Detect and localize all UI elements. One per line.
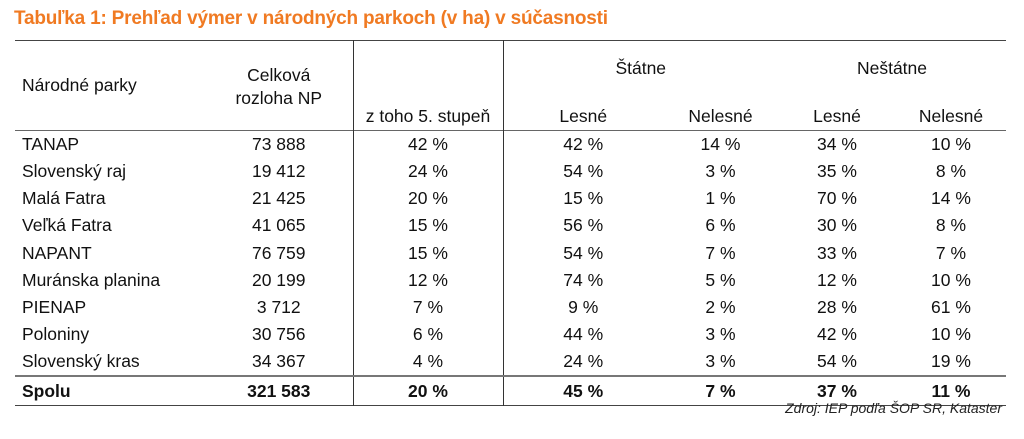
total-area: 321 583 <box>205 376 354 406</box>
nonstate-forest: 42 % <box>817 324 857 345</box>
source-note: Zdroj: IEP podľa ŠOP SR, Kataster <box>785 400 1002 416</box>
table-row: Slovenský raj 19 412 24 % 54 % 3 % 35 % 8 % <box>15 158 1006 186</box>
park-name: TANAP <box>22 134 80 154</box>
park-name: PIENAP <box>22 297 87 318</box>
total-area: 20 199 <box>205 266 354 294</box>
nonstate-nonforest: 10 % <box>931 134 971 154</box>
state-nonforest: 7 % <box>705 242 736 263</box>
header-park: Národné parky <box>22 75 137 95</box>
total-area: 21 425 <box>205 185 354 213</box>
header-total-area: Celková rozloha NP <box>205 40 354 131</box>
table-row: Muránska planina 20 199 12 % 74 % 5 % 12 % 10 … <box>15 266 1006 294</box>
table-title: Tabuľka 1: Prehľad výmer v národných par… <box>14 8 608 29</box>
total-area: 41 065 <box>205 212 354 240</box>
nonstate-nonforest: 10 % <box>931 269 971 290</box>
table-row: Poloniny 30 756 6 % 44 % 3 % 42 % 10 % <box>15 321 1006 349</box>
park-name: Slovenský kras <box>22 351 140 372</box>
state-nonforest: 1 % <box>705 188 736 209</box>
total-area: 3 712 <box>205 293 354 322</box>
state-forest: 42 % <box>563 134 604 154</box>
grade5-share: 7 % <box>353 293 504 322</box>
state-forest: 56 % <box>563 215 604 236</box>
state-forest: 24 % <box>563 351 604 372</box>
state-nonforest: 3 % <box>705 161 736 182</box>
header-nonstate-forest: Lesné <box>813 106 861 126</box>
state-nonforest: 3 % <box>705 351 736 372</box>
park-name: NAPANT <box>22 242 92 263</box>
nonstate-forest: 70 % <box>817 188 857 209</box>
park-name: Slovenský raj <box>22 161 127 182</box>
nonstate-nonforest: 7 % <box>935 242 967 263</box>
state-nonforest: 2 % <box>705 297 736 318</box>
total-area: 34 367 <box>205 348 354 377</box>
nonstate-forest: 37 % <box>817 380 857 401</box>
nonstate-nonforest: 14 % <box>931 188 971 209</box>
nonstate-nonforest: 8 % <box>935 161 967 182</box>
grade5-share: 12 % <box>353 266 504 294</box>
header-total-line1: Celková <box>247 64 311 85</box>
total-area: 19 412 <box>205 158 354 186</box>
nonstate-nonforest: 11 % <box>931 380 971 401</box>
grade5-share: 42 % <box>353 130 504 158</box>
nonstate-forest: 35 % <box>817 161 857 182</box>
header-nonstate-nonforest: Nelesné <box>918 106 984 126</box>
state-nonforest: 3 % <box>705 324 736 345</box>
grade5-share: 20 % <box>353 376 504 406</box>
table-row: TANAP 73 888 42 % 42 % 14 % 34 % 10 % <box>15 130 1006 158</box>
state-nonforest: 6 % <box>705 215 736 236</box>
nonstate-nonforest: 19 % <box>931 351 971 372</box>
grade5-share: 15 % <box>353 239 504 267</box>
nonstate-forest: 33 % <box>817 242 857 263</box>
state-nonforest: 5 % <box>705 269 736 290</box>
header-total-line2: rozloha NP <box>235 87 323 108</box>
table-row: PIENAP 3 712 7 % 9 % 2 % 28 % 61 % <box>15 293 1006 322</box>
national-parks-table: Národné parky Celková rozloha NP z toho … <box>15 40 1006 406</box>
state-forest: 74 % <box>563 269 604 290</box>
state-nonforest: 14 % <box>700 134 741 154</box>
park-name: Muránska planina <box>22 269 161 290</box>
nonstate-forest: 28 % <box>817 297 857 318</box>
state-forest: 44 % <box>563 324 604 345</box>
table-row: Malá Fatra 21 425 20 % 15 % 1 % 70 % 14 % <box>15 185 1006 213</box>
total-row: Spolu 321 583 20 % 45 % 7 % 37 % 11 % <box>15 376 1006 406</box>
header-state-nonforest: Nelesné <box>688 106 753 126</box>
nonstate-forest: 34 % <box>817 134 857 154</box>
total-area: 76 759 <box>205 239 354 267</box>
grade5-share: 24 % <box>353 158 504 186</box>
state-forest: 54 % <box>563 161 604 182</box>
header-state: Štátne <box>615 58 667 78</box>
park-name: Malá Fatra <box>22 188 106 209</box>
state-nonforest: 7 % <box>705 380 736 401</box>
state-forest: 15 % <box>563 188 604 209</box>
total-area: 73 888 <box>205 130 354 158</box>
table-row: NAPANT 76 759 15 % 54 % 7 % 33 % 7 % <box>15 239 1006 267</box>
table-row: Veľká Fatra 41 065 15 % 56 % 6 % 30 % 8 % <box>15 212 1006 240</box>
park-name: Veľká Fatra <box>22 215 112 236</box>
grade5-share: 20 % <box>353 185 504 213</box>
header-state-forest: Lesné <box>559 106 608 126</box>
state-forest: 54 % <box>563 242 604 263</box>
state-forest: 45 % <box>563 380 604 401</box>
nonstate-nonforest: 10 % <box>931 324 971 345</box>
table-row: Slovenský kras 34 367 4 % 24 % 3 % 54 % 19 % <box>15 348 1006 377</box>
total-area: 30 756 <box>205 321 354 349</box>
nonstate-forest: 12 % <box>817 269 857 290</box>
grade5-share: 6 % <box>353 321 504 349</box>
nonstate-nonforest: 61 % <box>931 297 971 318</box>
grade5-share: 4 % <box>353 348 504 377</box>
nonstate-nonforest: 8 % <box>935 215 967 236</box>
nonstate-forest: 54 % <box>817 351 857 372</box>
header-nonstate: Neštátne <box>856 58 928 78</box>
park-name: Spolu <box>22 380 71 401</box>
park-name: Poloniny <box>22 324 90 345</box>
header-grade5: z toho 5. stupeň <box>353 40 504 131</box>
grade5-share: 15 % <box>353 212 504 240</box>
nonstate-forest: 30 % <box>817 215 857 236</box>
state-forest: 9 % <box>568 297 599 318</box>
